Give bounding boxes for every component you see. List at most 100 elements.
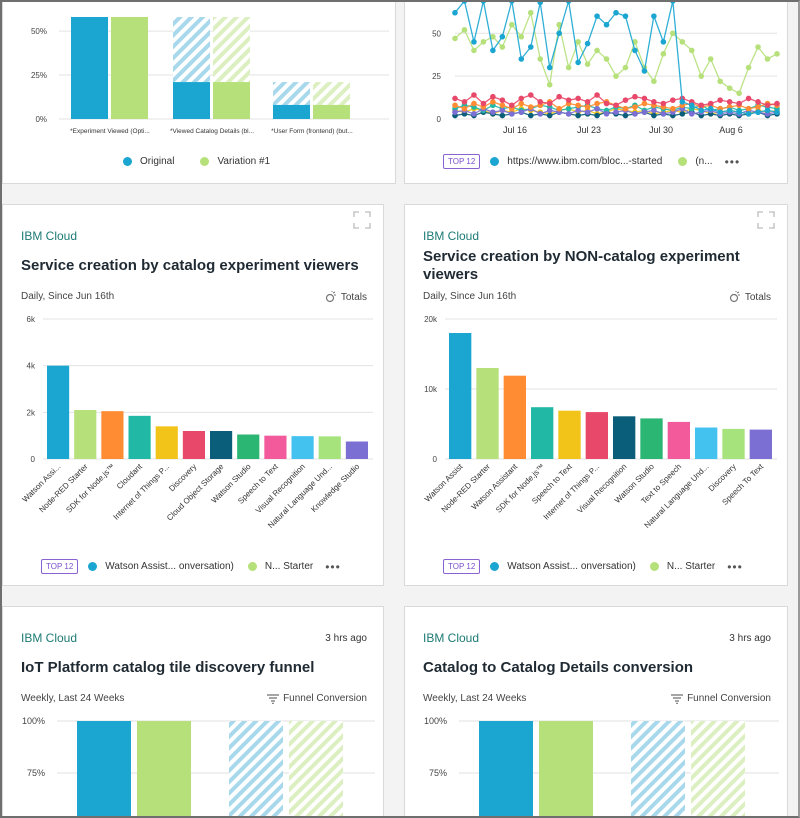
more-icon[interactable]: •••: [727, 559, 743, 574]
bar: [722, 428, 745, 459]
bar: [476, 368, 499, 459]
series-dot-icon: [247, 562, 257, 571]
more-icon[interactable]: •••: [724, 154, 741, 169]
series-point: [670, 105, 676, 112]
funnel-conversion-label: Funnel Conversion: [283, 693, 367, 704]
series-point: [622, 64, 629, 71]
updated-time: 3 hrs ago: [325, 633, 367, 644]
series-point: [660, 39, 667, 45]
series-point: [717, 97, 723, 103]
series-point: [755, 44, 761, 50]
legend-series-2[interactable]: (n...: [695, 156, 713, 167]
funnel-icon: [671, 693, 684, 704]
bar: [531, 407, 554, 459]
more-icon[interactable]: •••: [325, 559, 341, 574]
top-12-badge[interactable]: TOP 12: [443, 154, 481, 169]
totals-mode[interactable]: Totals: [729, 291, 771, 303]
series-point: [527, 104, 534, 110]
bar: [291, 436, 314, 459]
series-point: [622, 105, 629, 112]
legend-series-2[interactable]: N... Starter: [264, 561, 314, 572]
series-point: [660, 100, 667, 107]
series-point: [717, 109, 723, 115]
series-point: [461, 105, 468, 112]
bar-dropoff: [273, 82, 310, 105]
bar-conversion: [111, 17, 148, 119]
funnel-conversion-label: Funnel Conversion: [687, 693, 771, 704]
series-point: [698, 107, 705, 114]
series-point: [594, 92, 600, 98]
series-point: [641, 109, 648, 115]
y-tick-label: 100%: [22, 716, 45, 726]
legend-series-1[interactable]: https://www.ibm.com/bloc...-started: [507, 156, 663, 167]
series-point: [499, 107, 506, 114]
bar: [101, 411, 124, 459]
series-point: [641, 68, 648, 74]
series-point: [774, 109, 780, 115]
series-dot-icon: [678, 157, 688, 166]
legend-original[interactable]: Original: [140, 156, 175, 167]
x-tick-label: Jul 23: [577, 125, 601, 135]
series-point: [575, 95, 581, 102]
series-point: [688, 111, 695, 117]
expand-icon[interactable]: [757, 211, 775, 229]
experiment-funnel-legend: Original Variation #1: [123, 156, 270, 167]
series-point: [651, 78, 657, 85]
bar: [558, 410, 581, 459]
y-tick-label: 100%: [424, 716, 447, 726]
bar-dropoff: [173, 17, 210, 83]
series-point: [688, 47, 695, 54]
traffic-trend-legend: TOP 12 https://www.ibm.com/bloc...-start…: [443, 154, 740, 169]
top-12-badge[interactable]: TOP 12: [443, 559, 481, 574]
series-point: [499, 112, 506, 119]
legend-series-2[interactable]: N... Starter: [666, 561, 716, 572]
bar: [318, 436, 341, 459]
legend-variation[interactable]: Variation #1: [217, 156, 271, 167]
series-point: [745, 95, 752, 102]
funnel-icon: [267, 693, 280, 704]
totals-mode[interactable]: Totals: [325, 291, 367, 303]
series-point: [651, 13, 657, 19]
series-point: [537, 56, 544, 62]
catalog-service-legend: TOP 12 Watson Assist... onversation) N..…: [41, 559, 341, 574]
series-dot-icon: [88, 562, 98, 571]
series-point: [726, 85, 733, 91]
x-tick-label: Jul 30: [649, 125, 673, 135]
series-point: [471, 100, 477, 107]
card-subtitle: Daily, Since Jun 16th: [21, 291, 115, 302]
bar-dropoff: [213, 17, 250, 83]
bar: [613, 416, 636, 459]
series-point: [546, 112, 553, 119]
totals-icon: [729, 291, 740, 303]
funnel-bar-variation: [137, 721, 191, 818]
legend-series-1[interactable]: Watson Assist... onversation): [105, 561, 234, 572]
series-point: [745, 105, 752, 112]
funnel-conversion-mode[interactable]: Funnel Conversion: [267, 693, 367, 704]
funnel-bar-original-hatched: [229, 721, 283, 818]
funnel-conversion-mode[interactable]: Funnel Conversion: [671, 693, 771, 704]
card-title-line-1: Service creation by NON-catalog experime…: [423, 248, 740, 265]
updated-time: 3 hrs ago: [729, 633, 771, 644]
bar-conversion: [313, 104, 350, 119]
series-point: [613, 109, 619, 115]
series-point: [518, 95, 525, 102]
top-12-badge[interactable]: TOP 12: [41, 559, 79, 574]
legend-series-1[interactable]: Watson Assist... onversation): [507, 561, 636, 572]
series-point: [490, 33, 496, 40]
series-point: [755, 104, 761, 110]
expand-icon[interactable]: [353, 211, 371, 229]
series-point: [527, 92, 534, 98]
series-point: [461, 99, 468, 105]
series-point: [594, 13, 600, 19]
series-point: [518, 100, 525, 107]
y-tick-label: 10k: [424, 385, 438, 394]
card-subtitle: Weekly, Last 24 Weeks: [423, 693, 527, 704]
y-tick-label: 2k: [27, 408, 36, 417]
series-point: [717, 78, 723, 85]
y-tick-label: 50%: [31, 27, 47, 36]
bar-conversion: [173, 82, 210, 119]
series-point: [518, 56, 525, 62]
x-tick-label: Aug 6: [719, 125, 743, 135]
